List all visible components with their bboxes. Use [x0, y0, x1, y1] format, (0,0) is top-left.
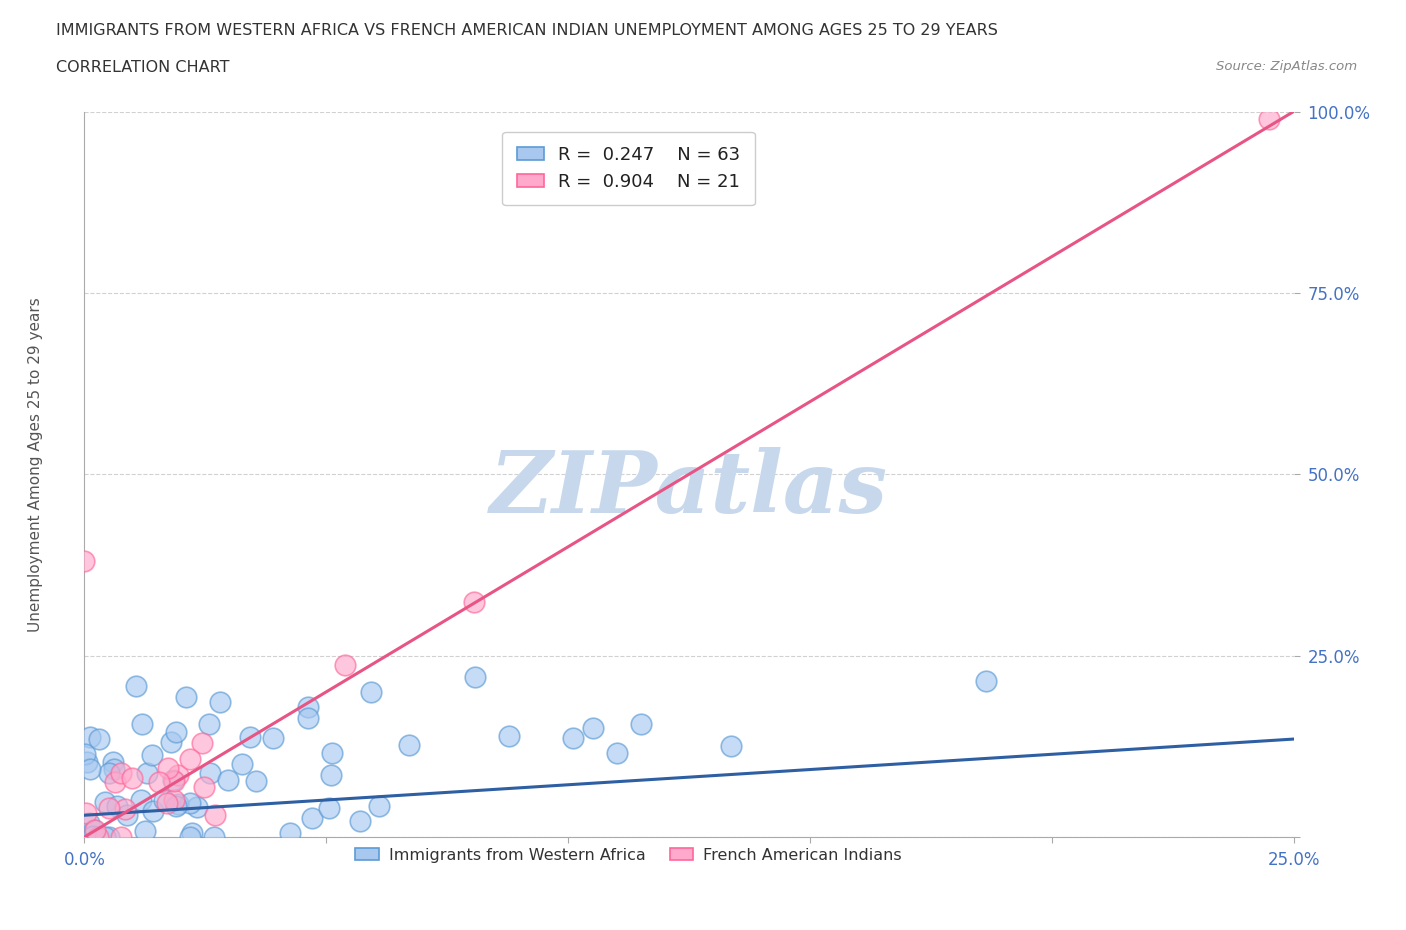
Point — [110, 765, 132, 780]
Text: Source: ZipAtlas.com: Source: ZipAtlas.com — [1216, 60, 1357, 73]
Point — [581, 720, 603, 735]
Point — [83, 823, 105, 838]
Point — [110, 830, 132, 844]
Point — [974, 674, 997, 689]
Point — [98, 801, 121, 816]
Point — [82, 829, 104, 844]
Point — [134, 824, 156, 839]
Point — [160, 734, 183, 749]
Point — [630, 716, 652, 731]
Point — [198, 765, 221, 780]
Point — [75, 805, 97, 820]
Point — [720, 738, 742, 753]
Point — [77, 830, 100, 844]
Point — [179, 830, 201, 844]
Point — [115, 807, 138, 822]
Text: ZIPatlas: ZIPatlas — [489, 447, 889, 530]
Point — [318, 801, 340, 816]
Point — [204, 808, 226, 823]
Text: IMMIGRANTS FROM WESTERN AFRICA VS FRENCH AMERICAN INDIAN UNEMPLOYMENT AMONG AGES: IMMIGRANTS FROM WESTERN AFRICA VS FRENCH… — [56, 23, 998, 38]
Point — [73, 554, 96, 569]
Point — [209, 694, 232, 709]
Point — [562, 730, 585, 745]
Point — [1258, 112, 1281, 126]
Point — [360, 684, 382, 699]
Point — [97, 765, 120, 780]
Point — [301, 810, 323, 825]
Point — [77, 816, 100, 830]
Point — [103, 762, 125, 777]
Point — [186, 800, 208, 815]
Point — [79, 729, 101, 744]
Point — [114, 801, 136, 816]
Point — [94, 830, 117, 844]
Point — [121, 771, 143, 786]
Point — [125, 679, 148, 694]
Point — [262, 730, 284, 745]
Point — [297, 711, 319, 725]
Point — [231, 757, 253, 772]
Point — [321, 746, 343, 761]
Point — [606, 746, 628, 761]
Point — [163, 774, 186, 789]
Point — [463, 595, 485, 610]
Point — [174, 689, 197, 704]
Point — [129, 792, 152, 807]
Point — [94, 795, 117, 810]
Point — [193, 779, 215, 794]
Point — [498, 728, 520, 743]
Point — [87, 830, 110, 844]
Point — [84, 822, 107, 837]
Point — [179, 751, 201, 766]
Point — [107, 799, 129, 814]
Point — [156, 796, 179, 811]
Text: CORRELATION CHART: CORRELATION CHART — [56, 60, 229, 75]
Point — [198, 717, 221, 732]
Point — [136, 766, 159, 781]
Point — [165, 724, 187, 739]
Point — [76, 754, 98, 769]
Point — [162, 772, 184, 787]
Point — [398, 737, 420, 752]
Point — [79, 762, 101, 777]
Point — [368, 799, 391, 814]
Point — [73, 747, 96, 762]
Point — [239, 729, 262, 744]
Point — [101, 754, 124, 769]
Point — [98, 830, 121, 844]
Point — [152, 792, 174, 807]
Point — [349, 814, 371, 829]
Legend: Immigrants from Western Africa, French American Indians: Immigrants from Western Africa, French A… — [349, 841, 908, 869]
Point — [278, 825, 301, 840]
Point — [321, 768, 343, 783]
Point — [89, 732, 111, 747]
Point — [202, 830, 225, 844]
Point — [297, 699, 319, 714]
Point — [141, 748, 163, 763]
Point — [104, 775, 127, 790]
Point — [179, 795, 201, 810]
Point — [167, 768, 190, 783]
Point — [148, 775, 170, 790]
Text: Unemployment Among Ages 25 to 29 years: Unemployment Among Ages 25 to 29 years — [28, 298, 42, 632]
Point — [165, 799, 187, 814]
Point — [131, 717, 153, 732]
Point — [333, 658, 356, 672]
Point — [464, 670, 486, 684]
Point — [166, 796, 188, 811]
Point — [191, 736, 214, 751]
Point — [245, 773, 267, 788]
Point — [181, 826, 204, 841]
Point — [163, 792, 186, 807]
Point — [217, 772, 239, 787]
Point — [157, 761, 180, 776]
Point — [142, 804, 165, 818]
